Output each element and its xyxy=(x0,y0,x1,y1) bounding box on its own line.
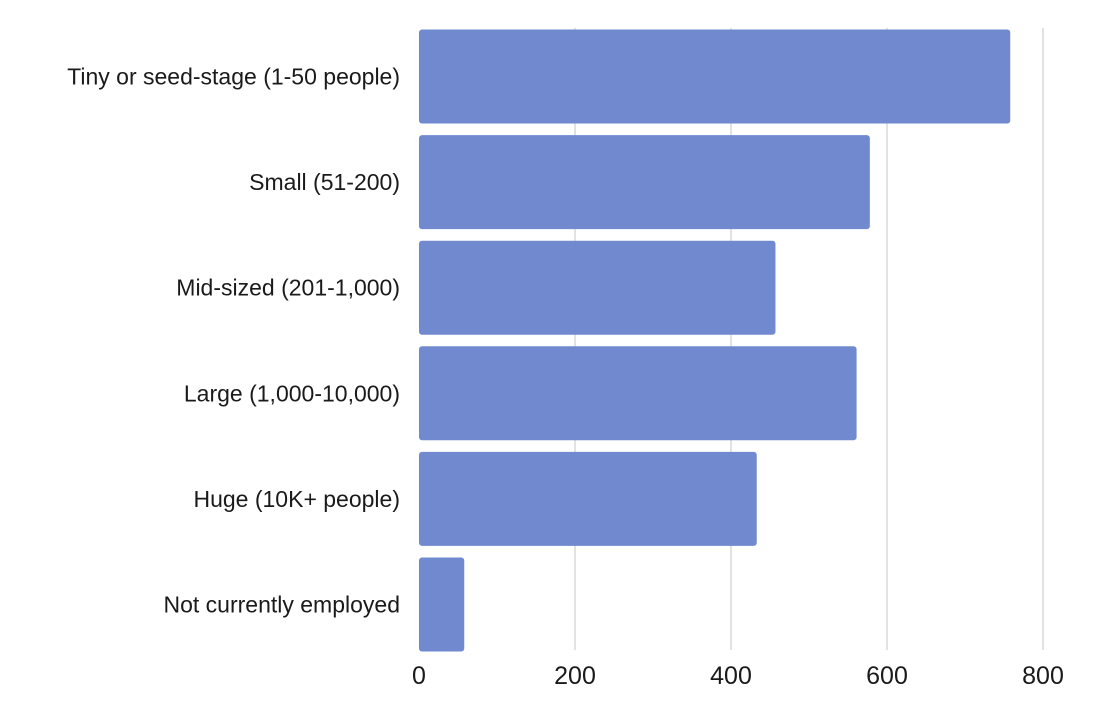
category-labels: Tiny or seed-stage (1-50 people) Small (5… xyxy=(67,64,400,618)
category-label: Mid-sized (201-1,000) xyxy=(176,275,400,301)
grid-lines xyxy=(574,28,1044,650)
bar xyxy=(419,451,757,546)
x-axis-tick-labels: 0 200 400 600 800 xyxy=(412,662,1064,690)
bar xyxy=(419,240,776,335)
category-label: Large (1,000-10,000) xyxy=(184,380,400,406)
bar xyxy=(419,29,1011,124)
x-tick-label: 0 xyxy=(412,662,426,690)
category-label: Huge (10K+ people) xyxy=(193,486,400,512)
x-tick-label: 400 xyxy=(710,662,752,690)
category-label: Tiny or seed-stage (1-50 people) xyxy=(67,64,400,90)
category-label: Not currently employed xyxy=(164,592,401,618)
bar xyxy=(419,346,857,441)
x-tick-label: 800 xyxy=(1022,662,1064,690)
category-label: Small (51-200) xyxy=(249,169,400,195)
bars xyxy=(419,29,1011,652)
x-tick-label: 600 xyxy=(866,662,908,690)
bar xyxy=(419,557,465,652)
bar xyxy=(419,135,870,230)
x-tick-label: 200 xyxy=(554,662,596,690)
